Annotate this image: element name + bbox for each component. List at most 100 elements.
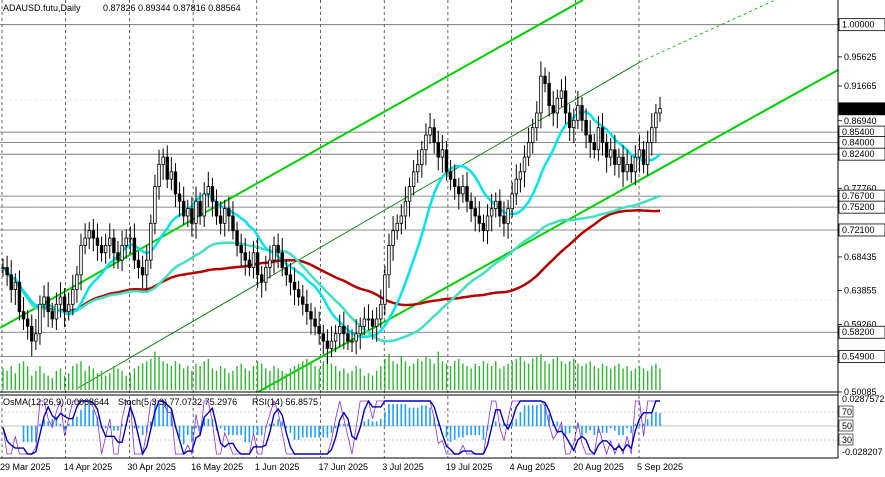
candle-body: [108, 237, 112, 246]
candle-body: [296, 289, 301, 298]
candle-body: [251, 252, 256, 268]
candle-body: [658, 108, 662, 114]
candle-body: [181, 200, 186, 217]
osc-tick-label: 30: [842, 435, 852, 445]
candle-body: [428, 127, 432, 136]
candle-body: [531, 127, 535, 143]
candle-body: [99, 245, 104, 254]
date-label: 16 May 2025: [191, 462, 243, 472]
candle-body: [502, 215, 506, 224]
level-price-label: 0.85400: [842, 127, 875, 137]
osc-tick-label: 50: [842, 421, 852, 431]
candle-body: [145, 259, 149, 276]
level-price-label: 0.75200: [842, 202, 875, 212]
candle-body: [452, 178, 457, 187]
candle-body: [140, 267, 145, 276]
level-price-box: [838, 147, 885, 161]
candle-body: [173, 171, 178, 195]
volume-bars: [2, 351, 661, 390]
grid: [0, 0, 838, 458]
candle-body: [214, 200, 219, 217]
candle-body: [288, 274, 293, 283]
candle-body: [132, 237, 137, 261]
candle-body: [596, 127, 601, 151]
moving-averages: [2, 110, 661, 343]
candle-body: [50, 311, 54, 320]
candle-body: [358, 325, 362, 335]
candle-body: [457, 186, 461, 195]
stoch-readout: Stoch(5,3,3) 77.0732 75.2976: [118, 397, 237, 407]
candle-body: [613, 149, 617, 165]
candle-body: [194, 200, 198, 224]
candle-body: [526, 142, 531, 158]
rsi-readout: RSI(14) 56.8575: [252, 397, 318, 407]
date-label: 1 Jun 2025: [255, 462, 300, 472]
stoch-main-line: [2, 399, 660, 456]
candle-body: [206, 186, 211, 195]
candle-body: [465, 186, 469, 202]
date-label: 29 Mar 2025: [0, 462, 51, 472]
candle-body: [317, 325, 321, 335]
candle-body: [272, 245, 276, 261]
date-label: 30 Apr 2025: [127, 462, 176, 472]
candle-body: [157, 164, 161, 187]
candle-body: [432, 127, 436, 143]
candle-body: [235, 230, 239, 246]
date-label: 3 Jul 2025: [382, 462, 424, 472]
price-tick-label: 0.63855: [844, 286, 877, 296]
price-tick-label: 0.77760: [844, 183, 877, 193]
candle-body: [34, 333, 38, 342]
candle-body: [46, 296, 50, 313]
candle-body: [411, 171, 416, 187]
candle-body: [354, 333, 358, 342]
candle-body: [637, 149, 642, 158]
candle-body: [510, 193, 514, 210]
ohlc-readout: 0.87826 0.89344 0.87816 0.88564: [103, 3, 241, 13]
candle-body: [498, 200, 502, 217]
candle-body: [58, 296, 63, 305]
candle-body: [477, 215, 482, 224]
level-price-label: 0.58200: [842, 327, 875, 337]
candle-body: [177, 193, 182, 202]
candle-body: [654, 112, 658, 129]
candle-body: [604, 142, 609, 158]
candle-body: [124, 237, 128, 246]
current-price-label: 0.88564: [842, 104, 875, 114]
candle-body: [284, 267, 289, 276]
candle-body: [333, 333, 338, 342]
candle-body: [448, 171, 453, 180]
candle-body: [136, 259, 141, 268]
level-price-box: [838, 223, 885, 237]
candle-body: [633, 156, 638, 173]
candle-body: [440, 149, 445, 158]
candle-body: [494, 200, 498, 210]
candle-body: [403, 200, 408, 217]
candle-body: [374, 318, 379, 327]
candle-body: [268, 259, 272, 268]
osc-level-box: [838, 419, 854, 432]
candle-body: [572, 119, 576, 129]
price-tick-label: 0.95625: [844, 52, 877, 62]
candle-body: [600, 127, 605, 143]
candle-body: [362, 318, 367, 327]
candle-body: [17, 281, 22, 313]
candle-body: [79, 245, 83, 276]
candle-body: [128, 237, 132, 240]
level-price-box: [838, 350, 885, 363]
date-label: 5 Sep 2025: [637, 462, 683, 472]
candle-body: [617, 156, 621, 165]
candle-body: [555, 97, 560, 114]
candle-body: [30, 325, 34, 342]
ma-cyan-line: [2, 110, 661, 339]
candle-body: [276, 245, 280, 254]
candle-body: [301, 296, 305, 305]
axes: [0, 0, 839, 459]
candle-body: [5, 267, 9, 276]
candle-body: [71, 289, 75, 305]
level-price-box: [838, 200, 885, 214]
candle-body: [485, 215, 490, 232]
candle-body: [218, 215, 223, 224]
candle-body: [87, 230, 91, 239]
candle-body: [91, 230, 96, 239]
candle-body: [149, 222, 153, 261]
